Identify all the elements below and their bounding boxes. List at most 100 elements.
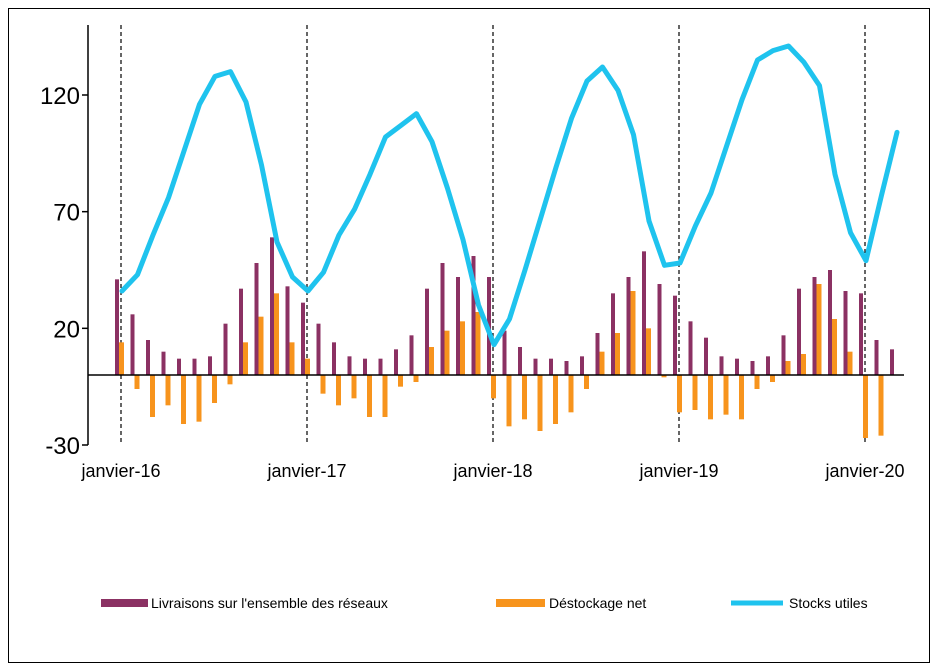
bar <box>332 342 336 375</box>
y-tick-label: -30 <box>45 433 80 460</box>
bar <box>816 284 822 375</box>
bar <box>657 284 662 375</box>
bar <box>812 277 817 375</box>
bar <box>378 358 383 375</box>
chart: -30 20 70 120 janvier-16 janvier-17 janvier-1… <box>40 25 905 611</box>
legend-label-livraisons: Livraisons sur l'ensemble des réseaux <box>151 595 388 611</box>
bar <box>161 351 166 375</box>
bar <box>336 375 341 406</box>
bar <box>797 288 801 375</box>
bar <box>506 375 512 427</box>
axes <box>82 25 904 446</box>
y-tick-label: 120 <box>40 83 80 110</box>
bar <box>599 351 605 375</box>
bar <box>580 356 584 375</box>
bar <box>398 375 403 387</box>
x-tick-label: janvier-16 <box>80 461 160 481</box>
bar <box>305 358 310 375</box>
bar <box>584 375 589 389</box>
bar <box>568 375 574 413</box>
x-tick-label: janvier-20 <box>824 461 904 481</box>
bar <box>739 375 744 420</box>
stocks-series-line <box>119 43 900 348</box>
legend: Livraisons sur l'ensemble des réseaux Dé… <box>101 595 868 611</box>
y-tick-labels: -30 20 70 120 <box>40 83 80 460</box>
destockage-bars <box>119 284 884 438</box>
bar <box>285 286 290 375</box>
bar <box>553 375 558 424</box>
livraisons-bars <box>115 237 894 375</box>
bar <box>134 375 140 389</box>
chart-frame: -30 20 70 120 janvier-16 janvier-17 janvier-1… <box>8 8 930 663</box>
bar <box>735 358 739 375</box>
stocks-line <box>119 43 900 348</box>
bar <box>677 375 682 413</box>
bar <box>212 375 217 403</box>
bar <box>146 340 150 375</box>
bar <box>828 270 832 375</box>
legend-swatch-destockage <box>496 599 545 607</box>
bar <box>444 330 450 375</box>
bar <box>150 375 155 417</box>
bar <box>692 375 698 410</box>
bar <box>878 375 884 436</box>
bar <box>704 337 708 375</box>
x-tick-label: janvier-19 <box>638 461 718 481</box>
x-tick-label: janvier-18 <box>452 461 532 481</box>
bar <box>320 375 326 394</box>
bar <box>223 323 228 375</box>
bar <box>460 321 465 375</box>
bar <box>177 358 181 375</box>
bar <box>192 358 197 375</box>
bar <box>630 291 636 375</box>
bar <box>661 375 667 378</box>
bar <box>564 361 569 375</box>
legend-label-destockage: Déstockage net <box>549 595 646 611</box>
bar <box>832 319 837 375</box>
bar <box>425 288 429 375</box>
bar <box>289 342 295 375</box>
bar <box>754 375 760 389</box>
bar <box>847 351 853 375</box>
bar <box>196 375 202 422</box>
bar <box>130 314 135 375</box>
bar <box>874 340 879 375</box>
legend-swatch-livraisons <box>101 599 148 607</box>
bar <box>351 375 357 399</box>
bar <box>471 256 476 375</box>
bar <box>708 375 713 420</box>
bar <box>181 375 186 424</box>
bar <box>533 358 538 375</box>
bar <box>646 328 651 375</box>
bar <box>518 347 522 375</box>
bar <box>363 358 367 375</box>
bar <box>890 349 894 375</box>
bar <box>537 375 543 431</box>
bar <box>367 375 372 417</box>
x-tick-label: janvier-17 <box>266 461 346 481</box>
bar <box>688 321 693 375</box>
bar <box>270 237 274 375</box>
bar <box>673 295 677 375</box>
bar <box>549 358 553 375</box>
bar <box>227 375 233 385</box>
legend-label-stocks: Stocks utiles <box>789 595 868 611</box>
bar <box>382 375 388 417</box>
bar <box>409 335 414 375</box>
y-tick-label: 70 <box>53 200 80 227</box>
bar <box>456 277 460 375</box>
bar <box>208 356 212 375</box>
bar <box>719 356 724 375</box>
bar <box>502 330 507 375</box>
bar <box>770 375 775 382</box>
bar <box>254 263 259 375</box>
bar <box>301 302 305 375</box>
bar <box>750 361 755 375</box>
y-tick-label: 20 <box>53 316 80 343</box>
bar <box>491 375 496 399</box>
bar <box>801 354 806 375</box>
bar <box>766 356 770 375</box>
bar <box>615 333 620 375</box>
bar <box>595 333 600 375</box>
bar <box>626 277 631 375</box>
